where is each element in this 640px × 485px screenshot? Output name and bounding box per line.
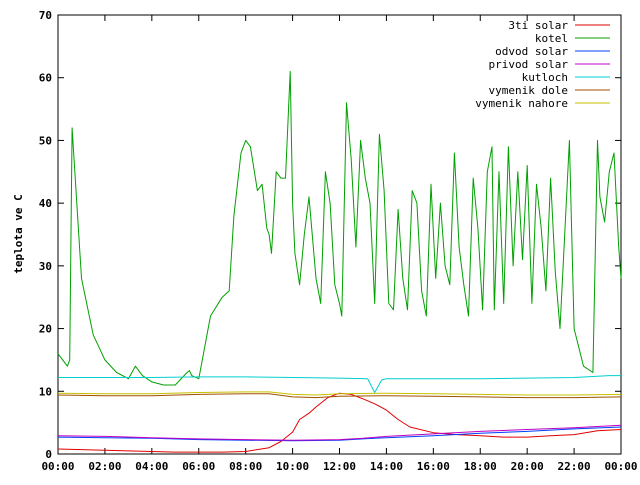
legend-label: privod solar xyxy=(489,58,569,71)
series-line-vymenik-nahore xyxy=(57,391,622,396)
y-tick-label: 40 xyxy=(39,197,52,210)
y-ticks: 0 10 20 30 40 50 60 70 xyxy=(39,9,621,461)
x-ticks: 00:00 02:00 04:00 06:00 08:00 10:00 12:00 14:00… xyxy=(41,15,638,473)
x-tick-label: 10:00 xyxy=(276,460,309,473)
series-line-3ti-solar xyxy=(57,392,622,453)
legend-label: vymenik dole xyxy=(489,84,568,97)
x-tick-label: 16:00 xyxy=(417,460,450,473)
x-tick-label: 14:00 xyxy=(370,460,403,473)
series-line-kotel xyxy=(57,70,622,386)
x-tick-label: 08:00 xyxy=(229,460,262,473)
x-tick-label: 00:00 xyxy=(604,460,637,473)
x-tick-label: 04:00 xyxy=(135,460,168,473)
y-tick-label: 70 xyxy=(39,9,52,22)
y-tick-label: 60 xyxy=(39,72,52,85)
series-line-odvod-solar xyxy=(57,426,622,442)
legend-label: kutloch xyxy=(522,71,568,84)
series-line-privod-solar xyxy=(57,424,622,441)
series-layer xyxy=(57,70,622,453)
legend-label: 3ti solar xyxy=(508,19,568,32)
x-tick-label: 12:00 xyxy=(323,460,356,473)
y-tick-label: 20 xyxy=(39,323,52,336)
x-tick-label: 20:00 xyxy=(511,460,544,473)
series-line-kutloch xyxy=(58,375,621,393)
legend-label: odvod solar xyxy=(495,45,568,58)
x-tick-label: 00:00 xyxy=(41,460,74,473)
legend-label: vymenik nahore xyxy=(475,97,568,110)
y-tick-label: 0 xyxy=(45,448,52,461)
series-line-vymenik-dole xyxy=(57,393,622,399)
x-tick-label: 06:00 xyxy=(182,460,215,473)
x-tick-label: 18:00 xyxy=(464,460,497,473)
y-tick-label: 50 xyxy=(39,134,52,147)
y-tick-label: 30 xyxy=(39,260,52,273)
x-tick-label: 22:00 xyxy=(558,460,591,473)
legend-label: kotel xyxy=(535,32,568,45)
y-tick-label: 10 xyxy=(39,385,52,398)
y-axis-label: teplota ve C xyxy=(12,194,25,273)
x-tick-label: 02:00 xyxy=(88,460,121,473)
